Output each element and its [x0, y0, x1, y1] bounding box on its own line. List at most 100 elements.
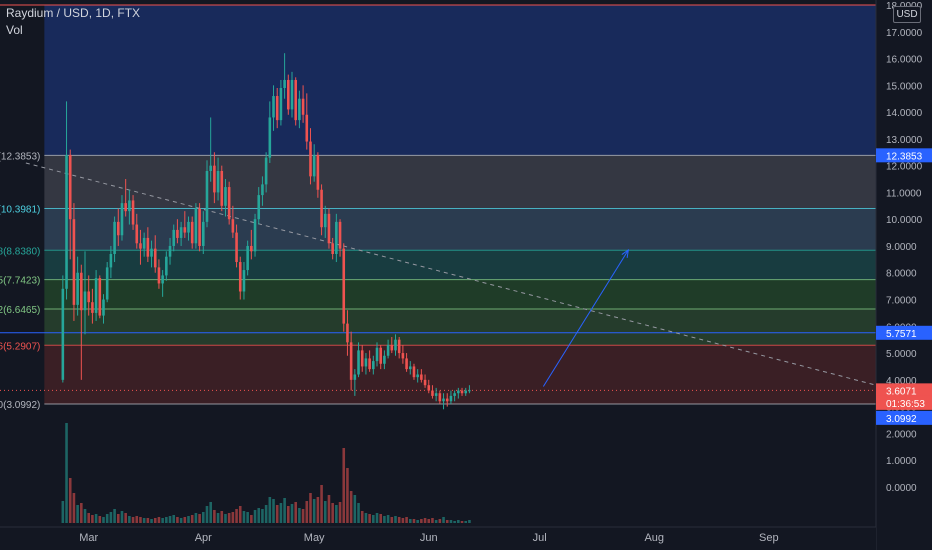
price-axis[interactable] — [876, 0, 932, 550]
volume-bar — [420, 519, 423, 523]
volume-bar — [246, 512, 249, 523]
volume-bar — [194, 513, 198, 523]
volume-bar — [438, 519, 442, 523]
candle-body — [438, 393, 442, 402]
fib-level-label: 0.382(6.6465) — [0, 305, 40, 316]
volume-bar — [235, 509, 238, 523]
candle-body — [172, 229, 176, 246]
price-badge-label: 3.0992 — [886, 414, 917, 425]
volume-bar — [287, 506, 290, 523]
candle-body — [187, 221, 190, 233]
fib-level-label: 0.5(7.7423) — [0, 276, 40, 287]
candle-body — [386, 345, 390, 356]
fib-zone — [44, 250, 876, 280]
candle-body — [420, 374, 423, 380]
fib-zone — [44, 345, 876, 404]
volume-bar — [183, 517, 187, 523]
candle-body — [320, 189, 323, 228]
price-badge — [876, 148, 932, 163]
candle-body — [442, 398, 445, 402]
candle-body — [216, 171, 220, 193]
candle-body — [183, 227, 187, 233]
candle-body — [375, 347, 379, 362]
volume-bar — [146, 518, 150, 523]
candle-body — [408, 366, 412, 370]
candle-body — [316, 154, 320, 190]
candle-body — [401, 353, 405, 359]
candle-body — [335, 221, 338, 254]
volume-bar — [116, 514, 120, 523]
volume-bar — [383, 516, 386, 523]
volume-bar — [120, 511, 124, 523]
volume-bar — [238, 506, 242, 523]
volume-bar — [176, 517, 179, 523]
candle-body — [368, 358, 371, 370]
candle-body — [331, 243, 334, 254]
volume-bar — [261, 509, 264, 523]
volume-bar — [464, 521, 468, 523]
candle-body — [364, 358, 368, 367]
price-tick-label: 8.0000 — [886, 269, 917, 280]
candle-body — [434, 393, 438, 396]
time-axis[interactable] — [0, 527, 876, 550]
volume-bar — [201, 512, 205, 523]
volume-bar — [342, 448, 346, 523]
volume-bar — [423, 518, 427, 523]
volume-bar — [168, 516, 172, 523]
candle-body — [161, 275, 164, 284]
price-tick-label: 17.0000 — [886, 28, 923, 39]
candle-body — [176, 229, 179, 238]
volume-bar — [91, 515, 94, 523]
currency-badge[interactable]: USD — [893, 6, 921, 23]
volume-bar — [290, 504, 294, 523]
volume-bar — [401, 518, 405, 523]
candle-body — [338, 221, 342, 249]
candle-body — [68, 154, 72, 220]
candle-body — [423, 379, 427, 386]
volume-bar — [390, 517, 394, 523]
volume-bar — [431, 518, 434, 523]
volume-bar — [209, 502, 212, 523]
candle-body — [275, 96, 279, 121]
volume-bar — [379, 514, 383, 523]
price-tick-label: 16.0000 — [886, 55, 923, 66]
volume-bar — [109, 512, 113, 523]
time-tick-label: Aug — [644, 532, 664, 544]
volume-bar — [187, 516, 190, 523]
symbol-title[interactable]: Raydium / USD, 1D, FTX — [6, 6, 141, 20]
volume-bar — [468, 520, 471, 523]
volume-bar — [68, 478, 72, 523]
candle-body — [464, 390, 468, 394]
volume-bar — [72, 493, 76, 523]
candle-body — [353, 374, 357, 380]
price-tick-label: 10.0000 — [886, 215, 923, 226]
price-tick-label: 0.0000 — [886, 483, 917, 494]
candle-body — [80, 272, 83, 311]
volume-bar — [375, 513, 379, 523]
volume-bar — [220, 511, 224, 523]
candle-body — [124, 203, 127, 212]
volume-bar — [357, 503, 360, 523]
fib-level-label: 0.786(10.3981) — [0, 205, 40, 216]
volume-bar — [349, 491, 353, 523]
volume-bar — [323, 501, 327, 523]
projection-arrow[interactable] — [542, 249, 629, 387]
candle-body — [283, 79, 286, 88]
candle-body — [397, 339, 401, 354]
volume-bar — [364, 513, 368, 523]
candle-body — [227, 187, 231, 220]
price-tick-label: 13.0000 — [886, 135, 923, 146]
volume-bar — [250, 515, 253, 523]
price-tick-label: 14.0000 — [886, 108, 923, 119]
volume-bar — [231, 512, 235, 523]
volume-bar — [272, 499, 275, 523]
volume-bar — [416, 520, 419, 523]
volume-bar — [264, 505, 268, 523]
candle-body — [453, 393, 456, 396]
volume-bar — [275, 505, 279, 523]
candle-body — [205, 171, 209, 222]
volume-bar — [165, 517, 168, 523]
trend-line[interactable] — [25, 162, 877, 386]
price-tick-label: 12.0000 — [886, 162, 923, 173]
